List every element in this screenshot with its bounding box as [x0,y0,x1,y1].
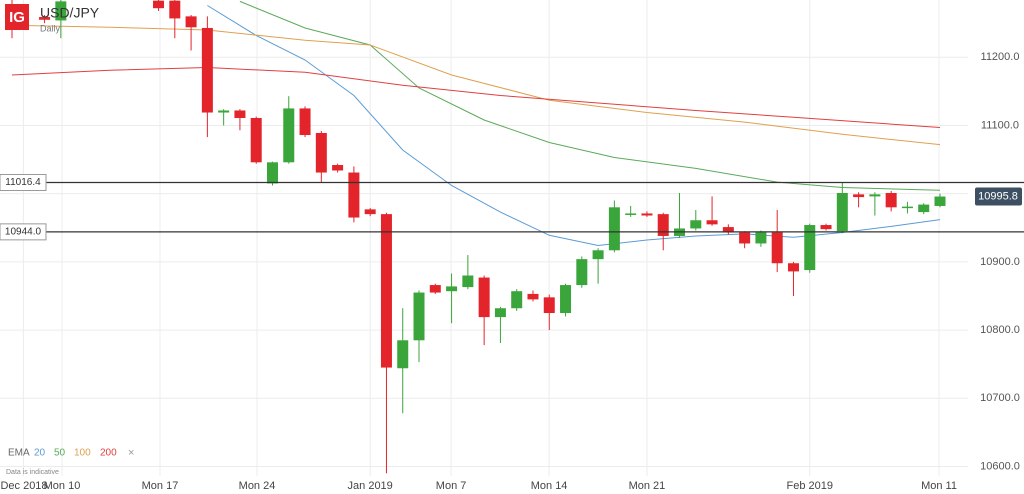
x-tick-label: Mon 24 [239,480,276,492]
candle-body [299,108,311,136]
y-tick-label: 11200.0 [981,51,1020,63]
y-tick-label: 10700.0 [980,392,1020,404]
x-tick-label: Mon 21 [629,480,666,492]
candle-body [625,213,637,215]
ema-line [11,66,941,128]
x-tick-label: Mon 17 [142,480,179,492]
candle-body [869,194,881,197]
y-tick-label: 10600.0 [980,460,1020,472]
ema-line [239,0,941,191]
y-tick-label: 11100.0 [981,119,1019,131]
candle-body [462,275,474,288]
candle-body [348,172,360,218]
candle-body [478,277,490,318]
candle-body [266,162,278,184]
subtitle: Daily [40,23,61,33]
candle-body [820,225,832,230]
candle-body [218,110,230,113]
candle-body [592,250,604,260]
candle-body [185,16,197,28]
candle-body [690,220,702,229]
candle-body [527,293,539,300]
candle-body [755,232,767,244]
x-tick-label: Feb 2019 [787,480,833,492]
logo-box [5,4,29,30]
candle-body [201,27,213,113]
candle-body [153,0,165,9]
candle-body [413,292,425,341]
note: Data is indicative [6,469,59,476]
candle-body [429,285,441,293]
ema-line [207,5,941,247]
last-price-box [975,187,1022,206]
y-tick-label: 10900.0 [980,256,1020,268]
legend-entry: 100 [74,448,91,459]
title: USD/JPY [40,5,100,21]
level-label: 11016.4 [5,177,41,188]
legend-entry: 20 [34,448,46,459]
candle-body [234,110,246,118]
legend-close[interactable]: × [128,447,134,459]
legend-entry: 50 [54,448,66,459]
level-label: 10944.0 [5,227,42,238]
x-tick-label: Mon 7 [436,480,467,492]
candle-body [494,308,506,318]
candle-body [283,108,295,163]
candle-body [332,165,344,171]
candle-body [560,285,572,314]
last-price-label: 10995.8 [978,190,1018,202]
x-tick-label: Mon 14 [531,480,568,492]
candle-body [787,263,799,272]
x-tick-label: Mon 10 [44,480,81,492]
candle-body [901,206,913,209]
candle-body [804,225,816,271]
level-label-box [0,173,47,191]
logo: IG [9,9,25,26]
legend-title: EMA [8,448,30,459]
candle-body [918,204,930,213]
level-label-box [0,223,47,241]
candle-body [657,214,669,236]
candle-body [364,209,376,215]
x-tick-label: Dec 2018 [0,480,47,492]
candle-body [706,220,718,225]
candle-body [397,340,409,369]
legend-entry: 200 [100,448,117,459]
candle-body [739,232,751,244]
candle-body [608,207,620,251]
candle-body [446,286,458,292]
y-tick-label: 10800.0 [980,324,1020,336]
candle-body [315,132,327,173]
candle-body [55,1,67,21]
candle-body [836,192,848,232]
candle-body [722,227,734,233]
candle-body [934,196,946,206]
candle-body [771,232,783,264]
candle-body [641,213,653,216]
candle-body [543,297,555,314]
candle-body [250,117,262,163]
candle-body [885,192,897,208]
x-tick-label: Jan 2019 [348,480,393,492]
candle-body [39,17,51,20]
candle-body [380,214,392,368]
candle-body [853,194,865,198]
candle-body [511,291,523,309]
x-tick-label: Mon 11 [921,480,957,492]
candle-body [169,0,181,19]
candle-body [576,259,588,286]
